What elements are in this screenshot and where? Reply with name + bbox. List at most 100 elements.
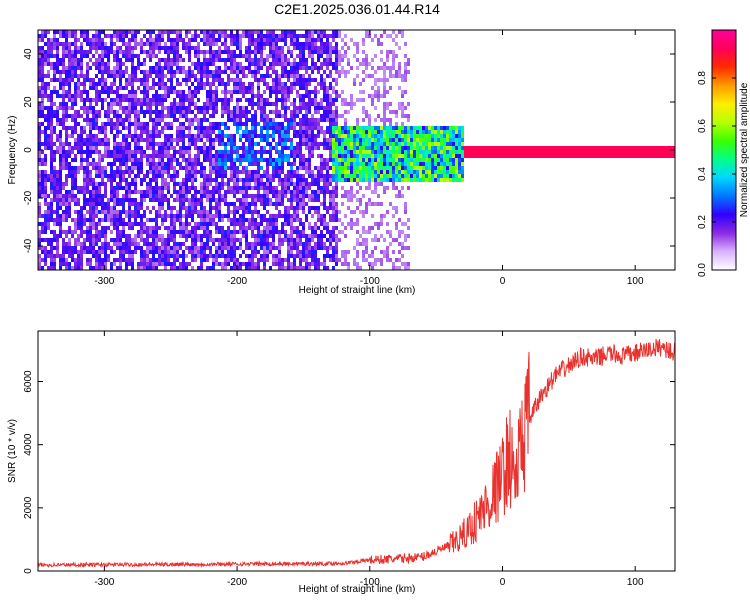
spectrogram-cell [236, 106, 239, 110]
spectrogram-cell [209, 90, 212, 94]
spectrogram-cell [89, 262, 92, 266]
spectrogram-cell [305, 34, 308, 38]
spectrogram-cell [230, 210, 233, 214]
spectrogram-cell [83, 158, 86, 162]
spectrogram-cell [383, 62, 386, 66]
spectrogram-cell [155, 218, 158, 222]
spectrogram-cell [209, 234, 212, 238]
spectrogram-cell [335, 94, 338, 98]
spectrogram-cell [59, 106, 62, 110]
spectrogram-cell [152, 166, 155, 170]
spectrogram-cell [140, 250, 143, 254]
spectrogram-cell [317, 178, 320, 182]
spectrogram-cell [89, 266, 92, 270]
spectrogram-cell [347, 62, 350, 66]
spectrogram-cell [182, 166, 185, 170]
spectrogram-cell [332, 102, 335, 106]
spectrogram-cell [80, 242, 83, 246]
spectrogram-cell [77, 170, 80, 174]
spectrogram-cell [254, 94, 257, 98]
spectrogram-cell [194, 190, 197, 194]
spectrogram-cell [314, 258, 317, 262]
spectrogram-cell [269, 162, 272, 166]
spectrogram-cell [305, 146, 308, 150]
spectrogram-cell [350, 106, 353, 110]
spectrogram-cell [86, 198, 89, 202]
spectrogram-cell [335, 126, 338, 130]
spectrogram-cell [368, 114, 371, 118]
spectrogram-cell [335, 186, 338, 190]
spectrogram-cell [95, 134, 98, 138]
spectrogram-cell [83, 182, 86, 186]
spectrogram-cell [110, 262, 113, 266]
spectrogram-cell [305, 30, 308, 34]
spectrogram-cell [77, 198, 80, 202]
spectrogram-cell [233, 162, 236, 166]
spectrogram-cell [56, 202, 59, 206]
spectrogram-cell [62, 62, 65, 66]
spectrogram-cell [92, 150, 95, 154]
spectrogram-cell [248, 66, 251, 70]
spectrogram-cell [200, 194, 203, 198]
spectrogram-cell [80, 154, 83, 158]
spectrogram-cell [278, 114, 281, 118]
spectrogram-cell [257, 194, 260, 198]
spectrogram-cell [161, 78, 164, 82]
spectrogram-cell [347, 130, 350, 134]
spectrogram-cell [320, 106, 323, 110]
spectrogram-cell [305, 142, 308, 146]
spectrogram-cell [92, 82, 95, 86]
spectrogram-cell [167, 186, 170, 190]
spectrogram-cell [143, 250, 146, 254]
spectrogram-cell [218, 130, 221, 134]
spectrogram-cell [191, 110, 194, 114]
spectrogram-cell [269, 198, 272, 202]
spectrogram-cell [272, 186, 275, 190]
spectrogram-cell [41, 82, 44, 86]
spectrogram-cell [287, 154, 290, 158]
spectrogram-cell [278, 262, 281, 266]
spectrogram-cell [44, 106, 47, 110]
spectrogram-cell [236, 126, 239, 130]
spectrogram-cell [356, 42, 359, 46]
spectrogram-cell [65, 94, 68, 98]
spectrogram-cell [320, 42, 323, 46]
spectrogram-cell [170, 146, 173, 150]
spectrogram-cell [293, 38, 296, 42]
spectrogram-cell [194, 170, 197, 174]
spectrogram-cell [59, 206, 62, 210]
spectrogram-cell [161, 262, 164, 266]
spectrogram-cell [266, 86, 269, 90]
spectrogram-cell [56, 50, 59, 54]
spectrogram-cell [329, 82, 332, 86]
spectrogram-cell [71, 254, 74, 258]
spectrogram-cell [197, 238, 200, 242]
spectrogram-cell [116, 74, 119, 78]
spectrogram-cell [296, 226, 299, 230]
spectrogram-cell [80, 46, 83, 50]
spectrogram-cell [197, 106, 200, 110]
spectrogram-cell [242, 110, 245, 114]
spectrogram-cell [203, 186, 206, 190]
spectrogram-cell [47, 266, 50, 270]
spectrogram-cell [44, 226, 47, 230]
spectrogram-cell [134, 34, 137, 38]
spectrogram-cell [311, 38, 314, 42]
spectrogram-cell [275, 214, 278, 218]
spectrogram-cell [317, 66, 320, 70]
spectrogram-cell [206, 210, 209, 214]
spectrogram-cell [215, 246, 218, 250]
spectrogram-cell [137, 110, 140, 114]
spectrogram-cell [290, 142, 293, 146]
spectrogram-cell [266, 66, 269, 70]
spectrogram-cell [260, 198, 263, 202]
spectrogram-cell [314, 38, 317, 42]
spectrogram-cell [326, 230, 329, 234]
spectrogram-cell [323, 214, 326, 218]
spectrogram-cell [269, 234, 272, 238]
spectrogram-cell [71, 94, 74, 98]
spectrogram-cell [311, 250, 314, 254]
spectrogram-cell [236, 70, 239, 74]
spectrogram-cell [251, 122, 254, 126]
spectrogram-cell [296, 154, 299, 158]
